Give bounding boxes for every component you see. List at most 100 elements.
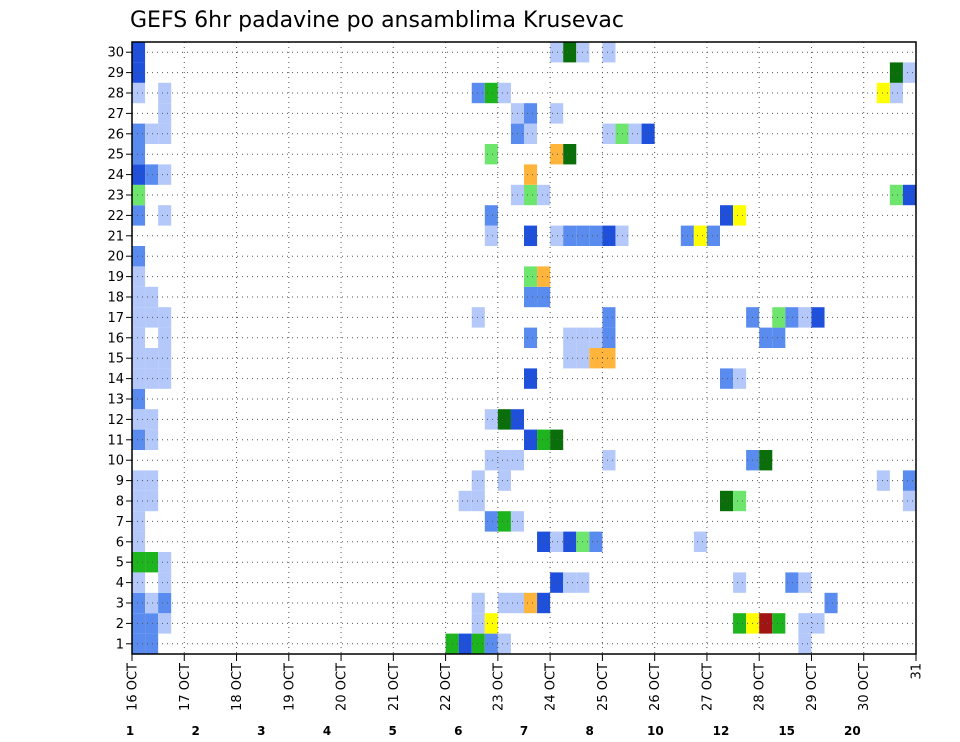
heatmap-cell (158, 572, 172, 593)
heatmap-cell (628, 123, 642, 144)
x-tick-label: 29 OCT (805, 663, 820, 711)
heatmap-cell (550, 531, 564, 552)
heatmap-cell (720, 490, 734, 512)
heatmap-cell (524, 225, 538, 246)
colorbar-tick-label: 7 (520, 724, 528, 738)
heatmap-cell (550, 572, 564, 593)
x-tick-label: 23 OCT (491, 663, 506, 711)
x-tick-label: 27 OCT (700, 663, 715, 711)
heatmap-cell (733, 490, 747, 512)
heatmap-cell (145, 592, 159, 614)
y-tick-label: 9 (116, 474, 124, 489)
heatmap-cell (132, 531, 146, 552)
x-tick-label: 18 OCT (230, 663, 245, 711)
heatmap-cell (798, 633, 812, 654)
heatmap-cell (889, 184, 903, 206)
y-tick-label: 6 (116, 535, 124, 550)
y-tick-label: 20 (107, 250, 124, 265)
heatmap-cell (759, 450, 773, 471)
heatmap-cell (589, 327, 603, 348)
y-tick-label: 12 (107, 413, 124, 428)
grid-lines (132, 42, 916, 654)
heatmap-cell (563, 348, 577, 369)
heatmap-cell (524, 592, 538, 614)
heatmap-cell (589, 348, 603, 369)
heatmap-cell (145, 470, 159, 491)
heatmap-cell (132, 572, 146, 593)
heatmap-cell (458, 633, 472, 654)
heatmap-cell (602, 450, 616, 471)
heatmap-cell (537, 266, 551, 287)
heatmap-cell (471, 613, 485, 634)
heatmap-cell (824, 592, 838, 614)
y-tick-label: 19 (107, 270, 124, 285)
heatmap-cell (132, 327, 146, 348)
heatmap-cell (497, 450, 511, 471)
y-tick-label: 22 (107, 209, 124, 224)
heatmap-cell (158, 552, 172, 573)
heatmap-cell (889, 62, 903, 83)
heatmap-cell (876, 470, 890, 491)
heatmap-cell (158, 327, 172, 348)
heatmap-cell (158, 307, 172, 328)
heatmap-cell (524, 123, 538, 144)
heatmap-cell (537, 184, 551, 206)
heatmap-cell (132, 511, 146, 532)
heatmap-cell (145, 429, 159, 450)
heatmap-cell (497, 511, 511, 532)
heatmap-cell (524, 368, 538, 389)
colorbar-legend: 1 2 3 4 5 6 7 8 10 12 15 20 (126, 724, 861, 738)
heatmap-cell (132, 205, 146, 226)
y-tick-label: 24 (107, 168, 124, 183)
heatmap-cell (785, 572, 799, 593)
heatmap-cell (537, 531, 551, 552)
heatmap-cell (706, 225, 720, 246)
heatmap-cell (602, 225, 616, 246)
heatmap-cell (132, 246, 146, 267)
heatmap-cell (602, 123, 616, 144)
colorbar-tick-label: 3 (257, 724, 265, 738)
heatmap-cell (563, 531, 577, 552)
x-tick-label: 25 OCT (596, 663, 611, 711)
heatmap-cell (641, 123, 655, 144)
heatmap-cell (811, 613, 825, 634)
y-tick-label: 25 (107, 148, 124, 163)
colorbar-tick-label: 8 (585, 724, 593, 738)
heatmap-cell (772, 613, 786, 634)
heatmap-cell (132, 123, 146, 144)
heatmap-cell (132, 409, 146, 430)
colorbar-tick-label: 4 (323, 724, 331, 738)
heatmap-cell (876, 82, 890, 104)
heatmap-cell (158, 82, 172, 104)
x-tick-label: 28 OCT (753, 663, 768, 711)
heatmap-cell (158, 613, 172, 634)
heatmap-cell (458, 490, 472, 512)
heatmap-cell (145, 164, 159, 185)
heatmap-cell (550, 144, 564, 165)
heatmap-cell (132, 266, 146, 287)
y-tick-label: 14 (107, 372, 124, 387)
heatmap-cell (132, 144, 146, 165)
y-tick-label: 23 (107, 189, 124, 204)
heatmap-cell (733, 205, 747, 226)
heatmap-cell (132, 490, 146, 512)
heatmap-cell (902, 470, 916, 491)
heatmap-cell (132, 82, 146, 104)
y-tick-label: 10 (107, 454, 124, 469)
heatmap-cell (132, 62, 146, 83)
heatmap-cell (720, 205, 734, 226)
y-tick-label: 1 (116, 637, 124, 652)
x-axis-date-ticks: 16 OCT 17 OCT 18 OCT 19 OCT 20 OCT 21 OCT 22 O… (126, 654, 925, 711)
heatmap-cell (550, 225, 564, 246)
y-tick-label: 4 (116, 576, 124, 591)
heatmap-cell (484, 409, 498, 430)
heatmap-cell (484, 613, 498, 634)
heatmap-cell (563, 144, 577, 165)
heatmap-cell (484, 205, 498, 226)
heatmap-cell (145, 123, 159, 144)
heatmap-cell (902, 184, 916, 206)
y-tick-label: 17 (107, 311, 124, 326)
x-tick-label: 21 OCT (387, 663, 402, 711)
heatmap-cell (524, 327, 538, 348)
heatmap-cell (785, 307, 799, 328)
